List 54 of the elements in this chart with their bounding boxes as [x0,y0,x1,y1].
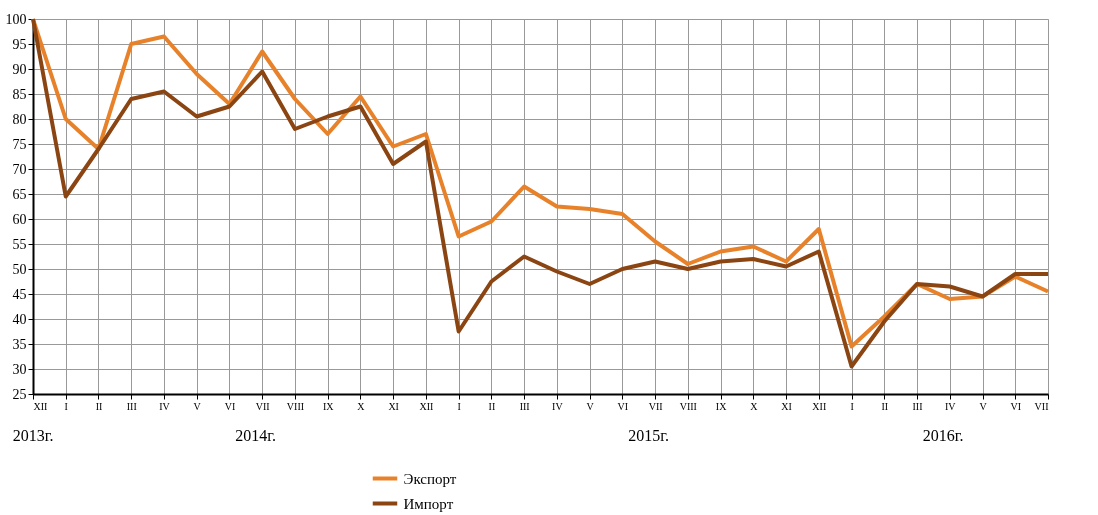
x-tick-label: III [912,400,923,412]
y-tick-label: 55 [12,236,27,252]
x-tick-label: XII [33,400,48,412]
y-tick-label: 90 [12,61,27,77]
x-tick-label: VI [224,400,236,412]
x-tick-label: XI [781,400,792,412]
x-tick-label: VII [648,400,663,412]
x-tick-label: X [357,400,366,412]
y-tick-label: 45 [12,286,27,302]
y-tick-label: 60 [12,211,27,227]
text: 2015г. [628,427,669,444]
text: 2016г. [922,427,964,444]
x-tick-label: VIII [679,400,697,412]
x-tick-label: VIII [286,400,305,412]
x-tick-label: IV [944,400,957,412]
legend-label: Импорт [403,495,454,512]
x-tick-label: I [457,400,461,412]
x-tick-label: III [519,400,530,412]
y-tick-label: 70 [12,161,27,177]
y-tick-label: 75 [12,136,27,152]
y-tick-label: 80 [12,111,27,127]
text: 2014г. [235,427,277,444]
x-tick-label: IV [159,400,171,412]
x-tick-label: VI [1010,400,1022,412]
y-tick-label: 100 [5,11,27,27]
x-tick-label: IV [552,400,564,412]
x-tick-label: VII [255,400,270,412]
y-tick-label: 95 [12,36,27,52]
y-tick-label: 50 [12,261,27,277]
x-tick-label: XI [388,400,399,412]
x-tick-label: VI [617,400,629,412]
x-tick-label: II [881,400,889,412]
x-tick-label: V [193,400,202,412]
x-tick-label: III [126,400,137,412]
x-tick-label: IX [715,400,728,412]
y-tick-label: 30 [12,361,27,377]
x-tick-label: V [586,400,595,412]
x-tick-label: I [64,400,68,412]
y-tick-label: 35 [12,336,27,352]
y-tick-label: 65 [12,186,27,202]
x-tick-label: VII [1034,400,1049,412]
y-tick-label: 25 [12,386,27,402]
x-tick-label: I [850,400,854,412]
x-tick-label: II [488,400,496,412]
x-tick-label: XII [419,400,434,412]
x-tick-label: II [95,400,103,412]
y-tick-label: 40 [12,311,27,327]
x-tick-label: X [750,400,759,412]
legend-label: Экспорт [403,470,457,487]
x-tick-label: V [979,400,988,412]
y-tick-label: 85 [12,86,27,102]
x-tick-label: XII [812,400,827,412]
text: 2013г. [12,427,54,444]
x-tick-label: IX [322,400,335,412]
